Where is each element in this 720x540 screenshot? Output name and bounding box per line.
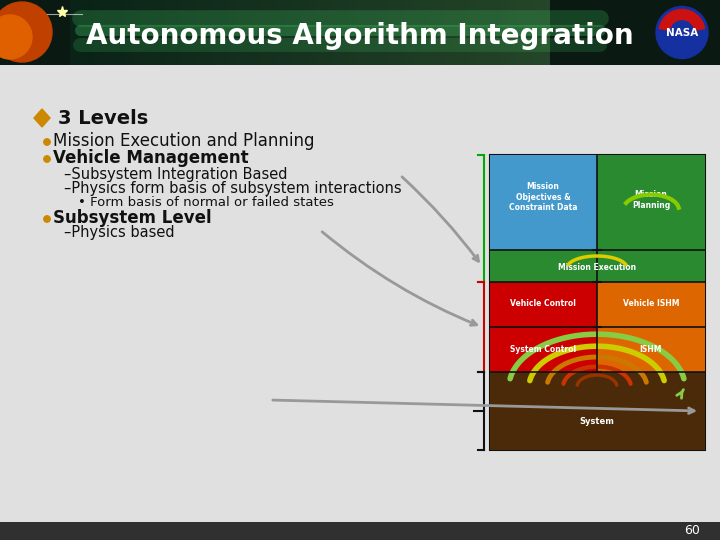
Bar: [102, 0, 110, 65]
Text: Mission Execution: Mission Execution: [558, 262, 636, 272]
Bar: [222, 0, 230, 65]
Bar: [597, 155, 705, 250]
Bar: [382, 0, 390, 65]
Bar: [198, 0, 206, 65]
Bar: [94, 0, 102, 65]
Bar: [142, 0, 150, 65]
Text: 3 Levels: 3 Levels: [58, 109, 148, 127]
Bar: [238, 0, 246, 65]
Text: Mission
Planning: Mission Planning: [632, 190, 670, 210]
Bar: [262, 0, 270, 65]
Bar: [254, 0, 262, 65]
Bar: [358, 0, 366, 65]
Bar: [190, 0, 198, 65]
Circle shape: [44, 139, 50, 145]
Text: Vehicle ISHM: Vehicle ISHM: [623, 300, 679, 308]
Bar: [390, 0, 398, 65]
Bar: [78, 0, 86, 65]
Text: System Control: System Control: [510, 345, 576, 354]
Bar: [86, 0, 94, 65]
Bar: [278, 0, 286, 65]
Bar: [134, 0, 142, 65]
Circle shape: [0, 15, 32, 59]
Text: Subsystem Level: Subsystem Level: [53, 209, 212, 227]
Text: –Subsystem Integration Based: –Subsystem Integration Based: [64, 166, 287, 181]
Bar: [302, 0, 310, 65]
Bar: [150, 0, 158, 65]
Bar: [478, 0, 486, 65]
Bar: [454, 0, 462, 65]
Bar: [490, 155, 705, 450]
Bar: [118, 0, 126, 65]
Text: 60: 60: [684, 524, 700, 537]
Bar: [470, 0, 478, 65]
Bar: [0, 0, 720, 65]
Bar: [490, 155, 597, 250]
Circle shape: [656, 6, 708, 58]
Bar: [366, 0, 374, 65]
Bar: [490, 372, 705, 450]
Bar: [326, 0, 334, 65]
Bar: [110, 0, 118, 65]
Bar: [597, 282, 705, 372]
Bar: [518, 0, 526, 65]
Text: ISHM: ISHM: [640, 345, 662, 354]
Bar: [0, 522, 720, 540]
Bar: [294, 0, 302, 65]
Bar: [414, 0, 422, 65]
Bar: [166, 0, 174, 65]
Bar: [494, 0, 502, 65]
Bar: [318, 0, 326, 65]
Text: NASA: NASA: [666, 28, 698, 37]
Bar: [70, 0, 78, 65]
Bar: [398, 0, 406, 65]
Bar: [126, 0, 134, 65]
Bar: [270, 0, 278, 65]
Bar: [310, 0, 318, 65]
Bar: [374, 0, 382, 65]
Bar: [438, 0, 446, 65]
Bar: [406, 0, 414, 65]
Text: Vehicle Control: Vehicle Control: [510, 300, 576, 308]
Bar: [334, 0, 342, 65]
Bar: [286, 0, 294, 65]
Bar: [174, 0, 182, 65]
Bar: [246, 0, 254, 65]
Text: –Physics form basis of subsystem interactions: –Physics form basis of subsystem interac…: [64, 181, 402, 197]
Bar: [462, 0, 470, 65]
Bar: [206, 0, 214, 65]
Wedge shape: [660, 10, 705, 30]
Text: –Physics based: –Physics based: [64, 226, 175, 240]
Bar: [230, 0, 238, 65]
Text: Autonomous Algorithm Integration: Autonomous Algorithm Integration: [86, 22, 634, 50]
Bar: [510, 0, 518, 65]
Bar: [534, 0, 542, 65]
Bar: [490, 250, 705, 282]
Bar: [490, 282, 597, 372]
Bar: [502, 0, 510, 65]
Bar: [430, 0, 438, 65]
Bar: [350, 0, 358, 65]
Circle shape: [44, 156, 50, 162]
Bar: [526, 0, 534, 65]
Bar: [486, 0, 494, 65]
Circle shape: [44, 216, 50, 222]
Bar: [182, 0, 190, 65]
Bar: [342, 0, 350, 65]
Text: • Form basis of normal or failed states: • Form basis of normal or failed states: [78, 195, 334, 208]
Bar: [0, 65, 720, 540]
Bar: [214, 0, 222, 65]
Bar: [446, 0, 454, 65]
Polygon shape: [34, 109, 50, 127]
Bar: [158, 0, 166, 65]
Text: Mission Execution and Planning: Mission Execution and Planning: [53, 132, 315, 150]
Bar: [542, 0, 550, 65]
Text: Mission
Objectives &
Constraint Data: Mission Objectives & Constraint Data: [509, 182, 577, 212]
Text: Vehicle Management: Vehicle Management: [53, 149, 248, 167]
Circle shape: [0, 2, 52, 62]
Bar: [422, 0, 430, 65]
Text: System: System: [580, 416, 614, 426]
